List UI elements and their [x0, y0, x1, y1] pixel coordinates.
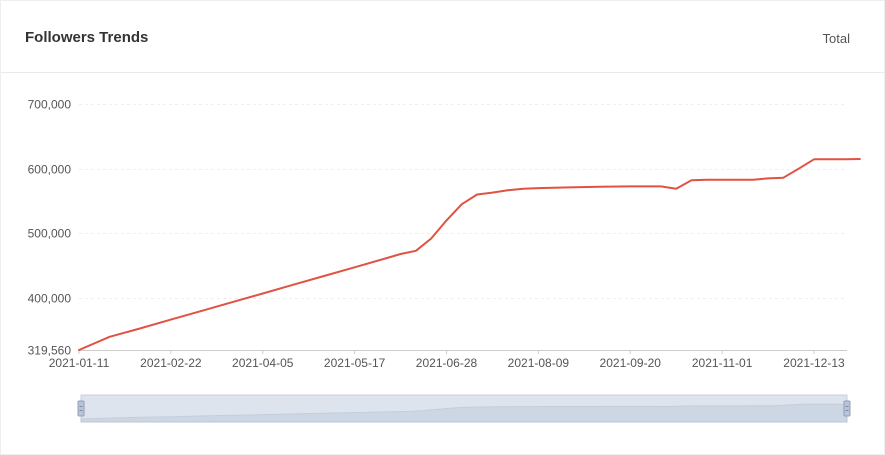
- data-zoom-preview-area: [80, 403, 848, 423]
- card-header: Followers Trends Total: [1, 1, 884, 73]
- x-tick-label: 2021-06-28: [416, 356, 478, 370]
- series-line: [78, 158, 861, 351]
- y-tick-label: 600,000: [28, 163, 72, 177]
- y-tick-label: 400,000: [28, 292, 72, 306]
- zoom-start-handle[interactable]: [77, 400, 85, 417]
- x-tick-label: 2021-12-13: [783, 356, 845, 370]
- zoom-end-handle[interactable]: [843, 400, 851, 417]
- x-tick-label: 2021-04-05: [232, 356, 294, 370]
- x-tick-label: 2021-08-09: [508, 356, 570, 370]
- x-tick-label: 2021-11-01: [692, 356, 753, 370]
- x-tick-label: 2021-02-22: [140, 356, 202, 370]
- y-tick-label: 700,000: [28, 98, 72, 112]
- x-tick-label: 2021-05-17: [324, 356, 386, 370]
- y-tick-label: 500,000: [28, 227, 72, 241]
- x-tick-label: 2021-09-20: [600, 356, 662, 370]
- y-tick-label: 319,560: [28, 344, 72, 358]
- total-mode-toggle[interactable]: Total: [822, 31, 850, 46]
- x-tick-label: 2021-01-11: [49, 356, 110, 370]
- card-title: Followers Trends: [25, 29, 149, 46]
